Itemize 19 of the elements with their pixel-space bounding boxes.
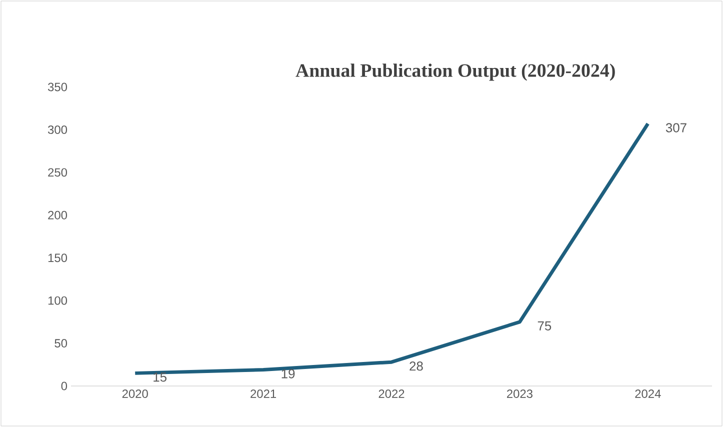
data-label: 28: [410, 361, 423, 371]
y-tick-label: 0: [61, 382, 68, 390]
y-tick-label: 200: [48, 210, 68, 220]
y-tick-label: 50: [54, 339, 68, 348]
x-tick-label: 2021: [250, 390, 276, 398]
x-tick-label: 2024: [635, 390, 661, 398]
data-label: 15: [154, 372, 166, 382]
y-tick-label: 300: [48, 125, 68, 134]
data-label: 19: [282, 369, 295, 378]
x-tick-label: 2023: [507, 390, 532, 398]
chart-title: Annual Publication Output (2020-2024): [296, 64, 615, 81]
data-label: 75: [538, 321, 552, 330]
y-tick-label: 350: [48, 82, 68, 92]
data-label: 307: [666, 123, 686, 132]
x-tick-label: 2022: [378, 390, 404, 398]
y-tick-label: 100: [48, 296, 68, 305]
y-tick-label: 250: [48, 168, 68, 177]
y-tick-label: 150: [48, 254, 68, 262]
x-tick-label: 2020: [122, 390, 148, 398]
